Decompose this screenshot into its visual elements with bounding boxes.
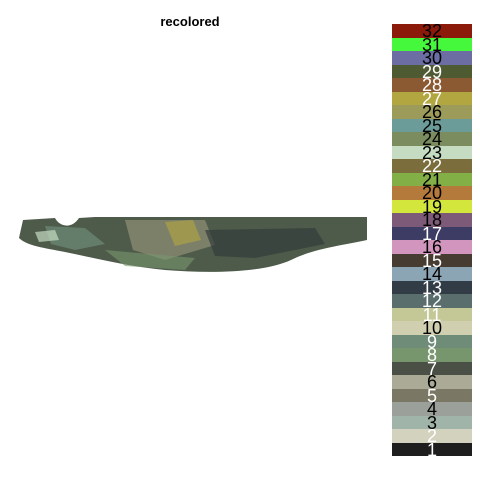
legend-swatch [392,375,472,389]
legend-swatch [392,402,472,416]
image-highlight-2 [165,220,201,246]
legend-label: 22 [421,156,443,176]
legend-label: 17 [421,223,443,244]
recolored-image [19,217,367,272]
legend-label: 13 [421,277,443,298]
legend-label: 2 [426,426,437,446]
color-legend: 32 31 30 29 28 27 26 25 24 23 22 21 20 19 18 17 16 15 14 13… [392,21,472,460]
image-dark-band [205,228,325,258]
legend-swatch [392,213,472,227]
legend-swatch [392,105,472,119]
legend-label: 5 [426,385,437,406]
legend-swatch [392,64,472,78]
legend-swatch [392,321,472,335]
legend-swatch [392,442,472,456]
legend-swatch [392,24,472,38]
legend-swatch [392,51,472,65]
legend-swatch [392,280,472,294]
legend-label: 32 [421,21,443,41]
legend-swatch [392,267,472,281]
legend-swatch [392,145,472,159]
legend-swatch [392,307,472,321]
legend-label: 30 [421,48,443,68]
image-light-patch [35,230,59,242]
legend-label: 14 [421,264,443,284]
legend-swatch [392,159,472,173]
legend-label: 6 [426,372,437,392]
legend-swatch [392,132,472,146]
legend-label: 9 [426,331,437,352]
legend-swatch [392,91,472,105]
legend-swatch [392,294,472,308]
legend-swatch [392,240,472,254]
legend-label: 7 [426,358,437,379]
legend-label: 11 [422,304,442,325]
legend-swatch [392,118,472,132]
legend-label: 4 [426,399,437,419]
legend-swatch [392,334,472,348]
legend-label: 19 [421,196,443,217]
legend-label: 8 [426,345,437,365]
legend-label: 29 [421,61,443,82]
image-green-patch-1 [45,226,105,250]
legend-label: 25 [421,115,443,136]
legend-swatch [392,429,472,443]
legend-swatch [392,186,472,200]
legend-label: 28 [421,75,443,95]
plot-title: recolored [160,14,220,29]
legend-label: 27 [421,88,443,109]
legend-swatch [392,78,472,92]
legend-swatch [392,388,472,402]
legend-label: 12 [421,291,443,311]
legend-label: 16 [421,237,443,257]
legend-label: 21 [421,169,443,190]
legend-swatch [392,361,472,375]
legend-label: 1 [426,439,437,460]
legend-swatch [392,253,472,267]
legend-label: 31 [421,34,443,55]
legend-swatch [392,348,472,362]
legend-swatch [392,172,472,186]
legend-label: 10 [421,318,443,338]
legend-label: 18 [421,210,443,230]
legend-label: 23 [421,142,443,163]
image-green-patch-2 [105,250,195,270]
legend-swatch [392,199,472,213]
legend-label: 3 [426,412,437,433]
legend-label: 26 [421,102,443,122]
legend-swatch [392,226,472,240]
legend-swatch [392,37,472,51]
legend-label: 15 [421,250,443,271]
legend-label: 20 [421,183,443,203]
legend-label: 24 [421,129,443,149]
legend-swatch [392,415,472,429]
